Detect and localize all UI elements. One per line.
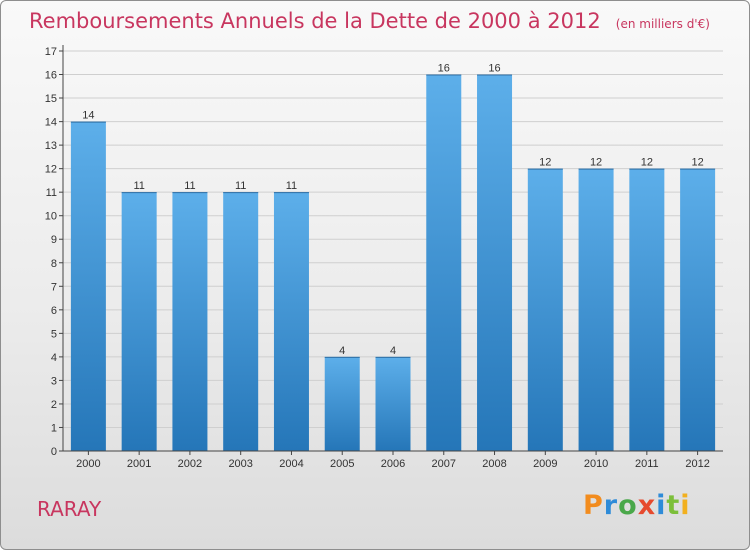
y-tick-label: 14: [45, 117, 57, 129]
bar: [477, 74, 513, 451]
y-tick-label: 7: [51, 281, 57, 293]
data-label: 14: [82, 110, 94, 122]
data-label: 12: [691, 157, 703, 169]
data-label: 12: [539, 157, 551, 169]
data-label: 16: [438, 63, 450, 75]
logo-letter: t: [666, 490, 681, 521]
y-tick-label: 13: [45, 140, 57, 152]
y-tick-label: 2: [51, 399, 57, 411]
y-tick-label: 11: [46, 187, 57, 199]
x-tick-label: 2000: [76, 458, 100, 470]
logo-letter: i: [656, 490, 667, 521]
logo-letter: i: [680, 490, 691, 521]
bar: [629, 168, 665, 451]
logo-letter: o: [618, 490, 638, 521]
x-tick-label: 2006: [381, 458, 405, 470]
y-tick-label: 15: [45, 93, 57, 105]
x-tick-label: 2001: [127, 458, 151, 470]
logo-letter: x: [637, 490, 657, 521]
x-tick-label: 2002: [178, 458, 202, 470]
data-label: 12: [590, 157, 602, 169]
x-tick-label: 2012: [685, 458, 709, 470]
y-tick-label: 12: [45, 164, 57, 176]
y-tick-label: 5: [51, 328, 57, 340]
data-label: 11: [235, 180, 246, 192]
x-tick-label: 2005: [330, 458, 354, 470]
data-labels: 14 11 11 11 11 4 4 16 16 12 12 12 12: [82, 63, 703, 357]
data-label: 12: [641, 157, 653, 169]
commune-name: RARAY: [37, 497, 102, 521]
chart-subtitle: (en milliers d'€): [615, 17, 710, 31]
data-label: 4: [339, 345, 345, 357]
bar: [324, 356, 360, 451]
chart-title: Remboursements Annuels de la Dette de 20…: [29, 9, 601, 33]
y-tick-label: 0: [51, 446, 57, 458]
x-tick-label: 2011: [635, 458, 659, 470]
bar: [121, 192, 157, 452]
y-tick-label: 17: [45, 46, 57, 58]
x-tick-label: 2003: [228, 458, 252, 470]
x-tick-label: 2004: [279, 458, 303, 470]
data-label: 11: [133, 180, 144, 192]
data-label: 11: [286, 180, 297, 192]
x-tick-label: 2010: [584, 458, 608, 470]
x-tick-label: 2009: [533, 458, 557, 470]
y-tick-label: 6: [51, 305, 57, 317]
data-label: 4: [390, 345, 396, 357]
bar: [172, 192, 208, 452]
logo-letter: P: [583, 490, 604, 521]
y-tick-label: 9: [51, 234, 57, 246]
y-tick-label: 16: [45, 70, 57, 82]
bar: [527, 168, 563, 451]
y-tick-label: 4: [51, 352, 57, 364]
y-tick-label: 8: [51, 258, 57, 270]
bar: [223, 192, 259, 452]
x-tick-label: 2008: [482, 458, 506, 470]
y-tick-label: 10: [45, 211, 57, 223]
bar: [578, 168, 614, 451]
y-tick-label: 1: [51, 422, 57, 434]
x-tick-label: 2007: [432, 458, 456, 470]
bar: [426, 74, 462, 451]
data-label: 16: [488, 63, 500, 75]
bar: [680, 168, 716, 451]
y-tick-label: 3: [51, 375, 57, 387]
data-label: 11: [184, 180, 195, 192]
bar: [273, 192, 309, 452]
bars: [70, 74, 716, 452]
bar: [375, 356, 411, 451]
logo-letter: r: [603, 490, 619, 521]
bar: [70, 121, 106, 452]
chart-title-block: Remboursements Annuels de la Dette de 20…: [29, 9, 710, 33]
proxiti-logo: Proxiti: [583, 490, 691, 521]
